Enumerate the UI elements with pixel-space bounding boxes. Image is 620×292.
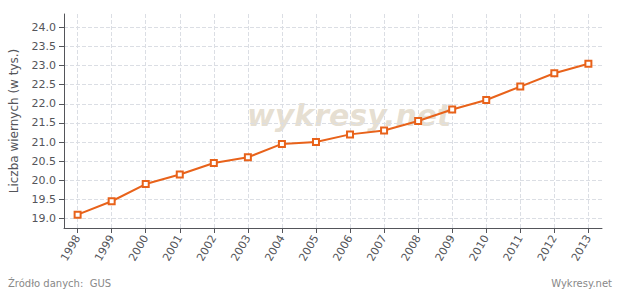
svg-text:1999: 1999 bbox=[92, 233, 117, 264]
svg-text:Wykresy.net: Wykresy.net bbox=[551, 278, 612, 289]
svg-text:2013: 2013 bbox=[569, 233, 594, 264]
svg-text:21.5: 21.5 bbox=[32, 116, 57, 129]
svg-text:Liczba wiernych (w tys.): Liczba wiernych (w tys.) bbox=[7, 49, 21, 194]
svg-text:1998: 1998 bbox=[58, 233, 83, 264]
svg-text:2004: 2004 bbox=[262, 233, 287, 264]
svg-text:2012: 2012 bbox=[535, 233, 560, 264]
svg-text:21.0: 21.0 bbox=[32, 136, 57, 149]
svg-text:19.0: 19.0 bbox=[32, 212, 57, 225]
svg-text:23.0: 23.0 bbox=[32, 59, 57, 72]
svg-text:2008: 2008 bbox=[399, 233, 424, 264]
svg-text:2009: 2009 bbox=[433, 233, 458, 264]
svg-text:2006: 2006 bbox=[330, 233, 355, 264]
svg-text:2007: 2007 bbox=[364, 233, 389, 264]
svg-text:23.5: 23.5 bbox=[32, 40, 57, 53]
svg-text:wykresy.net: wykresy.net bbox=[247, 98, 453, 133]
svg-text:20.0: 20.0 bbox=[32, 174, 57, 187]
svg-text:2011: 2011 bbox=[501, 233, 526, 264]
svg-text:2002: 2002 bbox=[194, 233, 219, 264]
svg-text:2005: 2005 bbox=[296, 233, 321, 264]
svg-text:2000: 2000 bbox=[126, 233, 151, 264]
svg-text:20.5: 20.5 bbox=[32, 155, 57, 168]
svg-text:19.5: 19.5 bbox=[32, 193, 57, 206]
svg-text:22.5: 22.5 bbox=[32, 78, 57, 91]
svg-text:Źródło danych: GUS: Źródło danych: GUS bbox=[8, 277, 111, 289]
svg-text:24.0: 24.0 bbox=[32, 21, 57, 34]
svg-text:2003: 2003 bbox=[228, 233, 253, 264]
svg-text:22.0: 22.0 bbox=[32, 97, 57, 110]
svg-text:2010: 2010 bbox=[467, 233, 492, 264]
svg-text:2001: 2001 bbox=[160, 233, 185, 264]
